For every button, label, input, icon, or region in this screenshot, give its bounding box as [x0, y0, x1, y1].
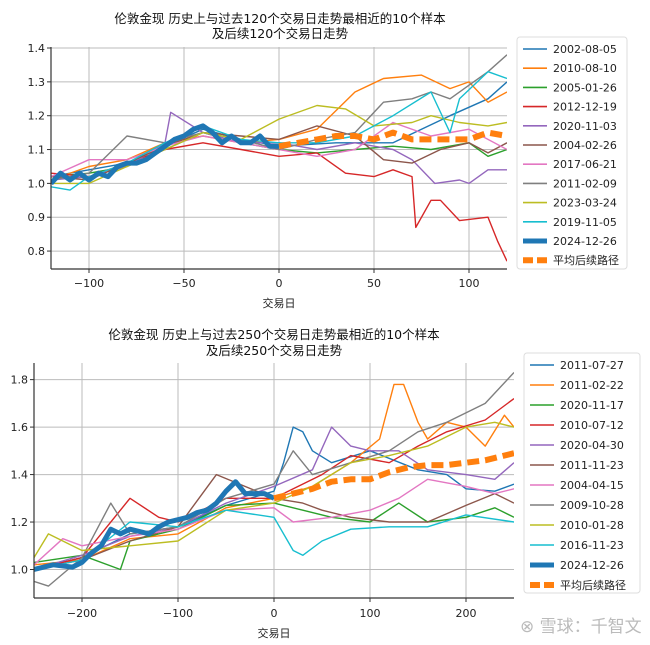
legend-frame [516, 36, 628, 270]
chart-title-line1: 伦敦金现 历史上与过去120个交易日走势最相近的10个样本 [114, 11, 446, 26]
y-tick-label: 1.1 [28, 144, 46, 157]
series-line-平均后续路径 [278, 129, 507, 150]
x-tick-label: 100 [360, 607, 381, 620]
legend-label: 2020-04-30 [560, 439, 624, 452]
chart-top: 伦敦金现 历史上与过去120个交易日走势最相近的10个样本 及后续120个交易日… [28, 11, 628, 310]
legend: 2002-08-05 2010-08-10 2005-01-26 2012-12-19… [516, 36, 628, 270]
x-axis-label: 交易日 [263, 296, 296, 310]
legend-label: 2010-01-28 [560, 519, 624, 532]
legend-label: 2004-04-15 [560, 479, 624, 492]
legend-label: 平均后续路径 [553, 253, 619, 267]
series-line-2024-12-26 [34, 479, 276, 572]
y-tick-label: 1.2 [28, 110, 46, 123]
chart-title-line1: 伦敦金现 历史上与过去250个交易日走势最相近的10个样本 [108, 327, 440, 342]
series-line-2004-02-26 [51, 125, 507, 181]
plot-area [34, 372, 514, 587]
chart-bottom: 伦敦金现 历史上与过去250个交易日走势最相近的10个样本 及后续250个交易日… [11, 327, 641, 640]
legend-label: 2005-01-26 [553, 81, 617, 94]
series-line-2024-12-26 [51, 123, 279, 186]
x-tick-label: −200 [67, 607, 97, 620]
y-tick-label: 1.6 [11, 421, 29, 434]
series-line-2009-10-28 [34, 372, 514, 587]
legend-label: 2019-11-05 [553, 216, 617, 229]
x-tick-label: 0 [271, 607, 278, 620]
legend-label: 2024-12-26 [553, 235, 617, 248]
x-tick-label: −50 [172, 277, 195, 290]
legend-label: 2010-07-12 [560, 419, 624, 432]
legend-label: 2024-12-26 [560, 559, 624, 572]
plot-area [51, 54, 507, 262]
legend-label: 2012-12-19 [553, 101, 617, 114]
legend-label: 2011-11-23 [560, 459, 624, 472]
y-tick-label: 1.2 [11, 516, 29, 529]
legend-label: 2011-07-27 [560, 359, 624, 372]
y-tick-label: 1.3 [28, 76, 46, 89]
legend-label: 2004-02-26 [553, 139, 617, 152]
y-tick-label: 0.9 [28, 211, 46, 224]
legend-label: 2020-11-03 [553, 120, 617, 133]
y-tick-label: 1.8 [11, 374, 29, 387]
series-line-2016-11-23 [34, 509, 514, 571]
legend-label: 2011-02-09 [553, 177, 617, 190]
legend-label: 2016-11-23 [560, 539, 624, 552]
series-line-2004-04-15 [34, 478, 514, 566]
y-tick-label: 0.8 [28, 245, 46, 258]
x-axis-label: 交易日 [258, 626, 291, 640]
x-tick-label: −100 [163, 607, 193, 620]
y-tick-label: 1.0 [11, 564, 29, 577]
y-tick-label: 1.4 [11, 469, 29, 482]
series-line-2011-02-22 [34, 383, 514, 566]
chart-title-line2: 及后续250个交易日走势 [206, 343, 343, 358]
legend-label: 2002-08-05 [553, 43, 617, 56]
series-line-平均后续路径 [273, 450, 514, 502]
y-tick-label: 1.4 [28, 42, 46, 55]
x-tick-label: 50 [367, 277, 381, 290]
legend: 2011-07-27 2011-02-22 2020-11-17 2010-07-12… [523, 352, 641, 594]
legend-label: 2023-03-24 [553, 197, 617, 210]
chart-title-line2: 及后续120个交易日走势 [212, 26, 349, 41]
x-tick-label: 100 [459, 277, 480, 290]
legend-label: 2011-02-22 [560, 379, 624, 392]
series-line-2010-08-10 [51, 74, 507, 181]
legend-label: 平均后续路径 [560, 578, 626, 592]
x-tick-label: −100 [74, 277, 104, 290]
x-tick-label: 0 [276, 277, 283, 290]
series-line-2011-11-23 [34, 473, 514, 571]
legend-label: 2020-11-17 [560, 399, 624, 412]
legend-label: 2010-08-10 [553, 62, 617, 75]
watermark-logo: ⊗ 雪球：千智文 [520, 617, 642, 637]
legend-label: 2009-10-28 [560, 499, 624, 512]
legend-label: 2017-06-21 [553, 158, 617, 171]
y-tick-label: 1.0 [28, 177, 46, 190]
legend-frame [523, 352, 641, 594]
series-line-2010-07-12 [34, 398, 514, 571]
x-tick-label: 200 [456, 607, 477, 620]
